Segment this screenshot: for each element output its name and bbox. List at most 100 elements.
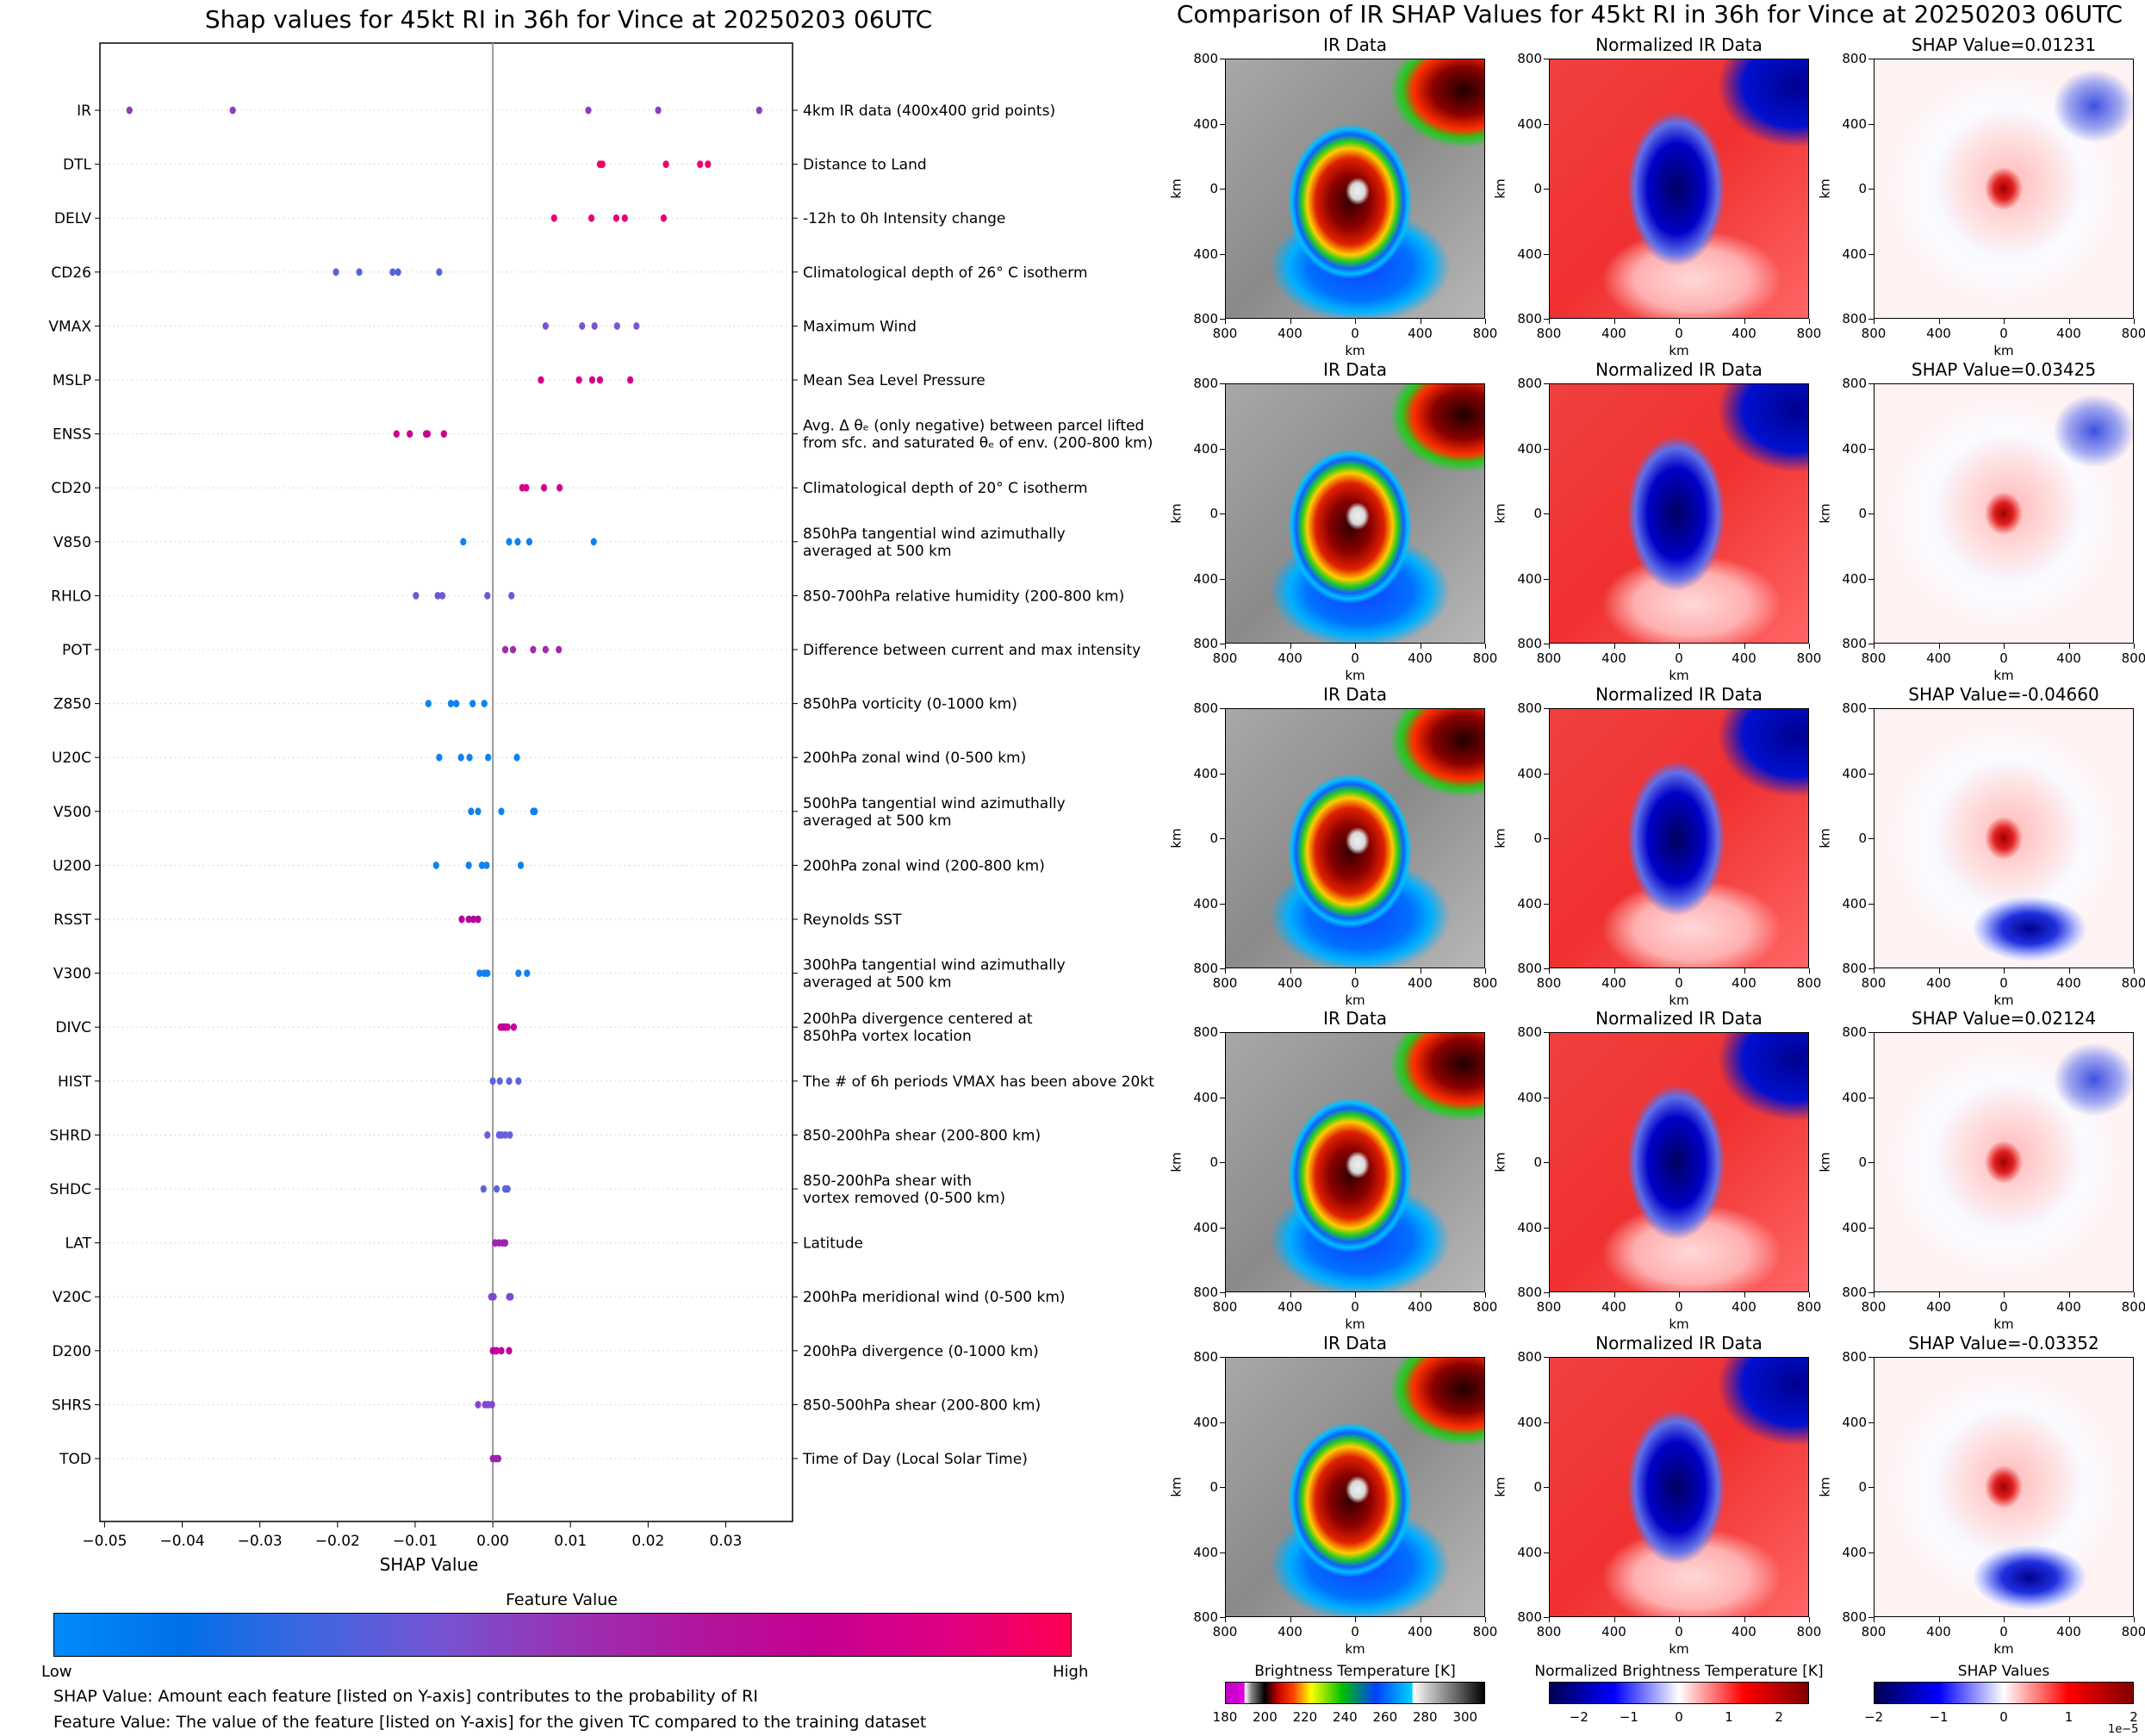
plot-frame bbox=[99, 42, 793, 1522]
panel-y-tick bbox=[1220, 123, 1225, 125]
panel-y-tick-label: 400 bbox=[1517, 440, 1542, 457]
shap-point bbox=[575, 376, 582, 384]
shap-point bbox=[501, 645, 509, 654]
shap-point bbox=[126, 106, 133, 115]
panel-y-tick bbox=[1544, 189, 1549, 190]
panel-x-tick-label: 0 bbox=[1351, 1299, 1359, 1315]
panel-y-tick bbox=[1868, 903, 1874, 905]
shap-point bbox=[465, 915, 472, 924]
panel-x-tick bbox=[1613, 1617, 1615, 1622]
feature-description-label: Difference between current and max inten… bbox=[803, 642, 1141, 659]
shap-point bbox=[494, 1454, 501, 1463]
panel-x-tick-label: 400 bbox=[1408, 1624, 1433, 1640]
shap-point bbox=[556, 483, 563, 492]
panel-y-axis-label: km bbox=[1168, 503, 1184, 524]
panel-y-axis-label: km bbox=[1168, 178, 1184, 199]
panel-y-tick bbox=[1220, 1552, 1225, 1553]
x-tick-label: 0.00 bbox=[476, 1533, 509, 1550]
panel-y-axis-label: km bbox=[1817, 503, 1833, 524]
panel-x-axis-label: km bbox=[1669, 992, 1689, 1008]
shap-point bbox=[425, 700, 432, 707]
feature-description-label: 300hPa tangential wind azimuthally averag… bbox=[803, 957, 1066, 992]
shap-point bbox=[590, 538, 597, 546]
panel-x-tick-label: 800 bbox=[1472, 326, 1498, 341]
panel-x-tick bbox=[1679, 1292, 1680, 1297]
panel-y-tick-label: 400 bbox=[1517, 1544, 1542, 1560]
panel-y-tick bbox=[1544, 253, 1549, 255]
panel-x-tick bbox=[1225, 1292, 1226, 1297]
panel-y-tick-label: 400 bbox=[1517, 115, 1542, 132]
panel-y-tick bbox=[1868, 708, 1874, 709]
panel-y-tick bbox=[1868, 968, 1874, 969]
panel-y-tick-label: 400 bbox=[1842, 440, 1867, 457]
ir-data-panel-title: IR Data bbox=[1323, 359, 1387, 380]
colorbar-tick-label: 1 bbox=[1725, 1709, 1733, 1725]
shap-point bbox=[393, 430, 400, 438]
shap-point bbox=[513, 753, 520, 762]
feature-code-label: CD20 bbox=[51, 480, 91, 497]
panel-x-tick-label: 0 bbox=[1999, 650, 2008, 666]
panel-y-tick bbox=[1220, 1292, 1225, 1293]
x-tick-label: −0.04 bbox=[159, 1533, 204, 1550]
panel-x-axis-label: km bbox=[1669, 343, 1689, 358]
panel-y-tick-label: 400 bbox=[1517, 1089, 1542, 1105]
shap-point bbox=[507, 1131, 513, 1139]
colorbar-tick-label: −2 bbox=[1569, 1709, 1589, 1725]
shap-point bbox=[514, 538, 521, 546]
shap-point bbox=[493, 1347, 501, 1355]
shap-point bbox=[476, 969, 483, 977]
ir-data-panel-title: IR Data bbox=[1323, 1008, 1387, 1029]
panel-x-tick-label: 800 bbox=[2121, 326, 2145, 341]
panel-x-tick-label: 0 bbox=[1675, 975, 1683, 991]
shap-point bbox=[389, 268, 396, 277]
panel-x-tick bbox=[1549, 1617, 1550, 1622]
panel-x-tick-label: 800 bbox=[1536, 975, 1562, 991]
panel-x-tick bbox=[2068, 1617, 2070, 1622]
panel-x-tick bbox=[1938, 644, 1940, 649]
panel-y-tick bbox=[1544, 708, 1549, 709]
shap-point bbox=[458, 915, 465, 924]
panel-x-axis-label: km bbox=[1345, 992, 1365, 1008]
shap-point bbox=[453, 700, 460, 707]
panel-x-tick bbox=[1938, 968, 1940, 974]
panel-x-tick-label: 0 bbox=[1351, 975, 1359, 991]
panel-y-tick bbox=[1220, 1422, 1225, 1423]
panel-y-tick bbox=[1544, 1032, 1549, 1033]
shap-point bbox=[447, 700, 455, 707]
panel-x-tick-label: 800 bbox=[2121, 1299, 2145, 1315]
shap-point bbox=[542, 322, 549, 330]
panel-x-tick-label: 800 bbox=[1861, 650, 1887, 666]
panel-y-tick-label: 400 bbox=[1193, 1414, 1218, 1430]
panel-x-tick bbox=[1809, 1617, 1810, 1622]
panel-y-tick-label: 800 bbox=[1517, 1285, 1542, 1300]
panel-x-tick-label: 400 bbox=[2056, 326, 2081, 341]
panel-x-tick bbox=[1874, 1617, 1875, 1622]
shap-point bbox=[540, 483, 548, 492]
shap-point bbox=[705, 160, 712, 169]
normalized-ir-panel-title: Normalized IR Data bbox=[1595, 1008, 1763, 1029]
panel-y-tick-label: 800 bbox=[1193, 636, 1218, 651]
panel-x-tick-label: 400 bbox=[1601, 1624, 1626, 1640]
panel-x-tick bbox=[1679, 319, 1680, 324]
panel-x-tick-label: 400 bbox=[1278, 975, 1303, 991]
panel-y-axis-label: km bbox=[1492, 828, 1508, 849]
shap-point bbox=[596, 376, 604, 384]
panel-x-tick bbox=[1613, 319, 1615, 324]
panel-y-tick bbox=[1220, 1032, 1225, 1033]
panel-x-tick-label: 800 bbox=[1796, 975, 1822, 991]
panel-y-tick-label: 800 bbox=[1842, 311, 1867, 327]
feature-description-label: 850hPa tangential wind azimuthally averag… bbox=[803, 526, 1066, 560]
panel-y-tick-label: 400 bbox=[1842, 1219, 1867, 1235]
normalized-ir-image bbox=[1549, 59, 1809, 319]
panel-x-tick bbox=[1744, 968, 1745, 974]
panel-x-tick-label: 800 bbox=[1796, 650, 1822, 666]
feature-description-label: 850-700hPa relative humidity (200-800 km… bbox=[803, 588, 1124, 605]
panel-x-tick-label: 0 bbox=[1999, 1299, 2008, 1315]
panel-y-tick-label: 400 bbox=[1193, 115, 1218, 132]
panel-y-tick-label: 800 bbox=[1842, 1024, 1867, 1040]
shap-point bbox=[468, 807, 475, 816]
shap-point bbox=[407, 430, 413, 438]
shap-point bbox=[633, 322, 640, 330]
panel-x-tick bbox=[1679, 644, 1680, 649]
panel-x-tick bbox=[2068, 319, 2070, 324]
